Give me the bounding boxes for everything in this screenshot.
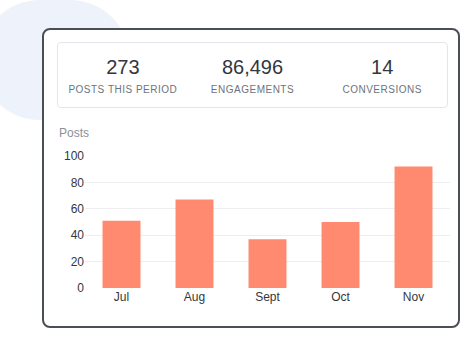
svg-text:Aug: Aug [184, 290, 205, 304]
html-text:POSTS THIS PERIOD: POSTS THIS PERIOD [68, 84, 178, 95]
svg-text:60: 60 [71, 202, 85, 216]
svg-text:Jul: Jul [114, 290, 129, 304]
html-text:86,496: 86,496 [221, 56, 284, 78]
svg-text:Oct: Oct [331, 290, 350, 304]
svg-text:20: 20 [71, 255, 85, 269]
svg-text:Posts: Posts [59, 126, 89, 140]
svg-text:80: 80 [71, 176, 85, 190]
html-text:273: 273 [106, 56, 140, 78]
svg-text:40: 40 [71, 228, 85, 242]
html-text:ENGAGEMENTS: ENGAGEMENTS [210, 84, 295, 95]
html-text:14: 14 [371, 56, 394, 78]
svg-text:Nov: Nov [403, 290, 424, 304]
html-text:CONVERSIONS: CONVERSIONS [342, 84, 422, 95]
svg-text:100: 100 [64, 149, 84, 163]
svg-text:0: 0 [77, 281, 84, 295]
svg-text:Sept: Sept [255, 290, 280, 304]
